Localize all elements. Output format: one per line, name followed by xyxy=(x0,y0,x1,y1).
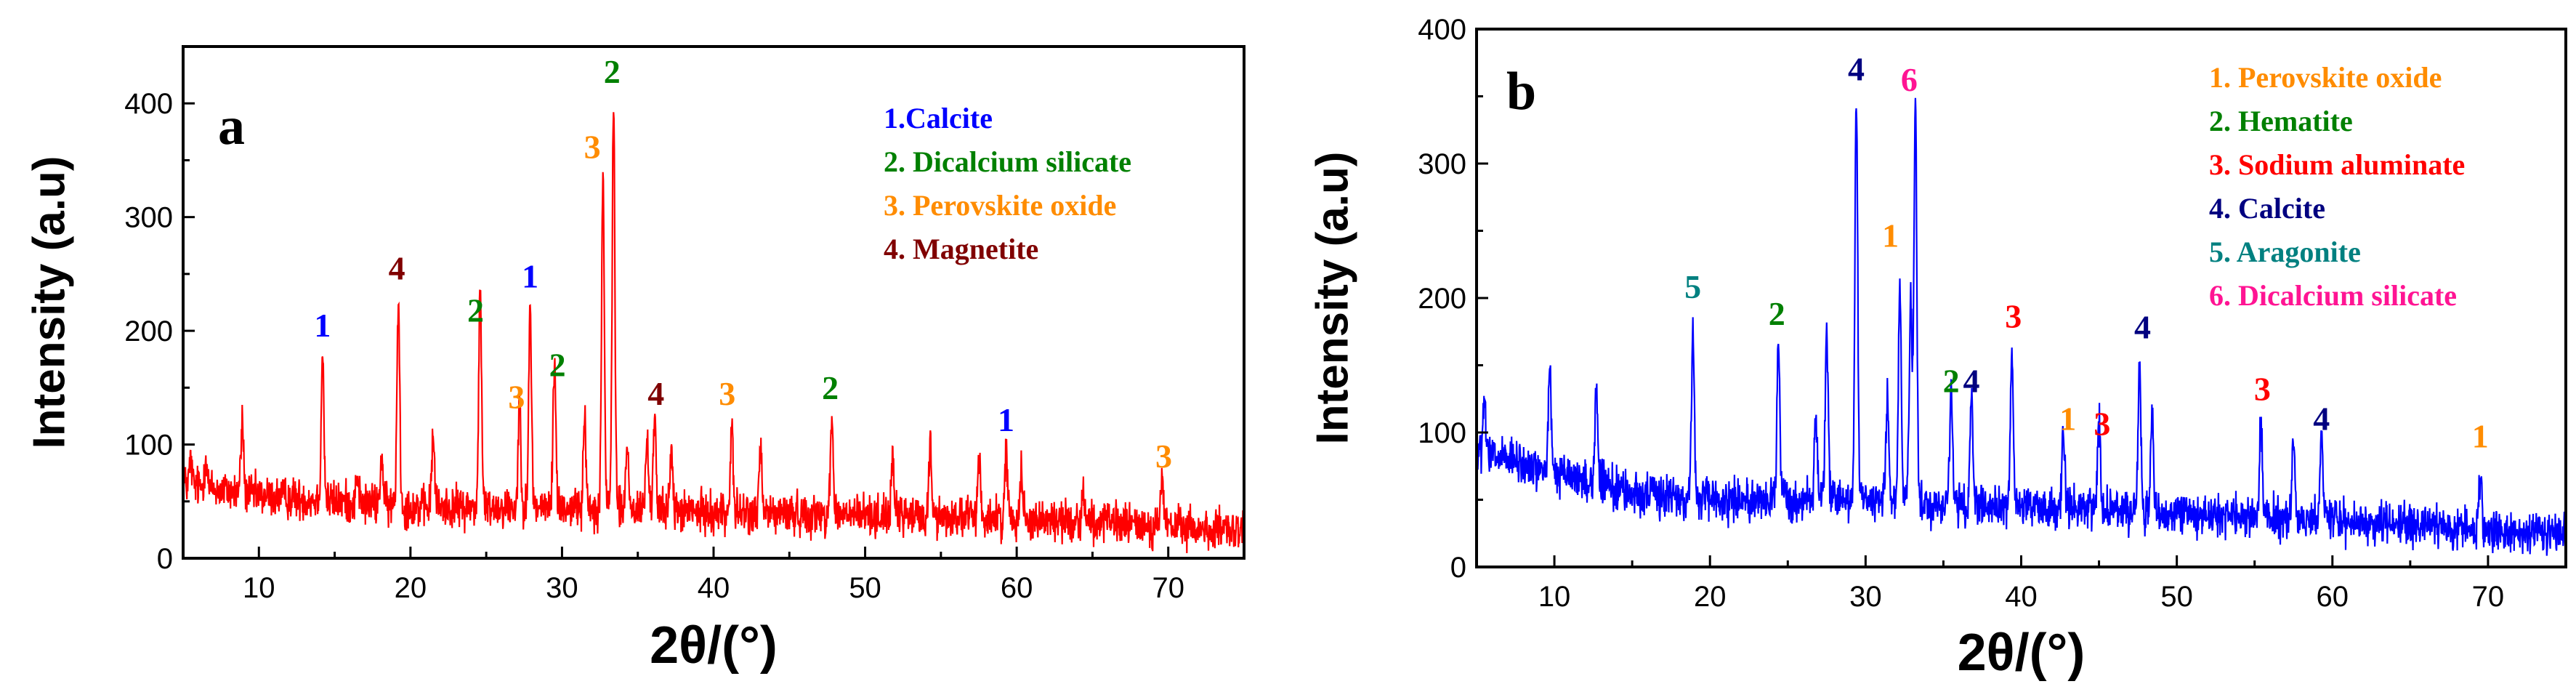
legend-entry: 3. Perovskite oxide xyxy=(884,189,1116,222)
peak-label: 2 xyxy=(822,369,839,406)
y-axis-title: Intensity (a.u) xyxy=(1307,151,1357,444)
panel-b-xrd-chart: 10 20 30 40 50 60 70 0 100 200 300 400 2θ/(°) Intensi… xyxy=(1307,14,2567,682)
peak-label: 3 xyxy=(508,378,525,415)
legend-entry: 3. Sodium aluminate xyxy=(2209,148,2465,181)
peak-label: 2 xyxy=(467,292,484,329)
y-tick-label: 0 xyxy=(157,543,173,575)
x-tick-label: 70 xyxy=(2472,581,2505,613)
x-axis-title: 2θ/(°) xyxy=(1958,624,2086,682)
peak-label: 4 xyxy=(1963,363,1979,400)
x-tick-label: 30 xyxy=(1849,581,1882,613)
y-tick-label: 100 xyxy=(1418,417,1466,449)
legend-entry: 6. Dicalcium silicate xyxy=(2209,279,2457,312)
x-tick-label: 20 xyxy=(1694,581,1727,613)
peak-label: 1 xyxy=(314,307,331,344)
legend-entry: 2. Dicalcium silicate xyxy=(884,145,1131,178)
x-tick-label: 50 xyxy=(2160,581,2193,613)
peak-label: 3 xyxy=(2005,298,2022,335)
x-tick-label: 50 xyxy=(849,572,881,604)
x-tick-label: 10 xyxy=(243,572,275,604)
x-tick-label: 30 xyxy=(546,572,578,604)
legend-entry: 4. Calcite xyxy=(2209,192,2325,225)
legend-entry: 5. Aragonite xyxy=(2209,236,2361,268)
x-tick-label: 20 xyxy=(395,572,427,604)
legend-entry: 1.Calcite xyxy=(884,102,993,134)
y-tick-label: 0 xyxy=(1450,552,1466,584)
peak-label: 4 xyxy=(2134,309,2151,346)
x-tick-label: 40 xyxy=(2005,581,2038,613)
peak-label: 2 xyxy=(1769,295,1785,332)
x-tick-label: 60 xyxy=(1001,572,1033,604)
peak-label: 4 xyxy=(2313,400,2330,437)
x-tick-label: 60 xyxy=(2317,581,2349,613)
peak-label: 1 xyxy=(1882,217,1899,254)
y-tick-label: 300 xyxy=(1418,148,1466,180)
xrd-series-line xyxy=(183,112,1244,554)
legend-entry: 4. Magnetite xyxy=(884,233,1038,265)
x-axis-title: 2θ/(°) xyxy=(650,616,778,675)
x-tick-label: 40 xyxy=(698,572,730,604)
panel-a-xrd-chart: 10 20 30 40 50 60 70 0 100 200 300 400 2θ/(°) Intensi… xyxy=(24,45,1245,675)
peak-label: 3 xyxy=(2254,371,2271,408)
peak-label: 2 xyxy=(1943,363,1960,400)
y-axis-title: Intensity (a.u) xyxy=(24,156,74,448)
y-tick-label: 300 xyxy=(124,202,173,234)
peak-label: 3 xyxy=(1155,438,1172,475)
peak-label: 2 xyxy=(549,347,566,384)
x-tick-label: 70 xyxy=(1152,572,1184,604)
peak-label: 1 xyxy=(998,401,1014,438)
peak-label: 4 xyxy=(1848,50,1865,87)
peak-label: 1 xyxy=(522,258,538,295)
peak-label: 3 xyxy=(719,375,735,412)
peak-label: 1 xyxy=(2059,400,2076,437)
peak-label: 2 xyxy=(604,53,621,90)
legend-entry: 2. Hematite xyxy=(2209,105,2353,137)
peak-label: 3 xyxy=(584,128,601,165)
y-tick-label: 200 xyxy=(1418,283,1466,315)
peak-label: 4 xyxy=(647,375,664,412)
xrd-series-line xyxy=(1477,97,2566,556)
peak-label: 1 xyxy=(2472,417,2489,454)
y-tick-label: 400 xyxy=(124,88,173,120)
peak-label: 6 xyxy=(1901,61,1918,98)
legend-entry: 1. Perovskite oxide xyxy=(2209,61,2442,94)
peak-label: 5 xyxy=(1684,268,1701,305)
panel-letter: a xyxy=(218,97,245,156)
peak-label: 4 xyxy=(389,250,405,287)
peak-label: 3 xyxy=(2093,406,2110,443)
panel-letter: b xyxy=(1506,62,1536,121)
y-tick-label: 400 xyxy=(1418,14,1466,46)
x-tick-label: 10 xyxy=(1538,581,1571,613)
y-tick-label: 200 xyxy=(124,315,173,347)
y-tick-label: 100 xyxy=(124,430,173,462)
